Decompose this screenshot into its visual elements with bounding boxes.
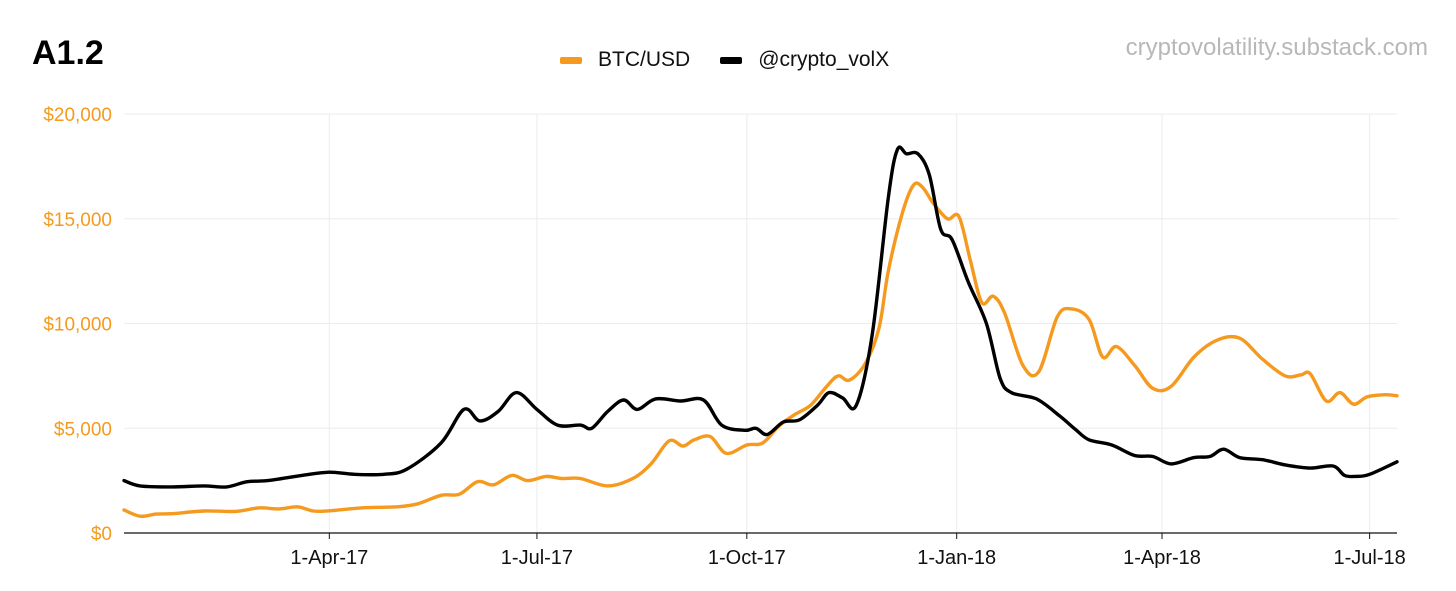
grid-layer — [124, 113, 1397, 533]
chart-title: A1.2 — [32, 34, 104, 72]
y-tick-label: $5,000 — [54, 419, 112, 440]
series-line-btc-usd — [122, 181, 1399, 519]
x-tick-label: 1-Jul-17 — [501, 547, 573, 569]
tick-label-layer: $0 $5,000 $10,000 $15,000 $20,000 1-Apr-17 1-J… — [43, 105, 1405, 569]
legend-label-btc: BTC/USD — [598, 48, 691, 71]
legend-swatch-vol — [720, 56, 743, 64]
x-tick-label: 1-Oct-17 — [708, 547, 786, 569]
series-layer — [122, 145, 1399, 519]
axis-layer — [124, 532, 1397, 539]
legend-label-vol: @crypto_volX — [758, 48, 890, 71]
series-line-crypto-volx — [122, 145, 1399, 489]
y-tick-label: $0 — [91, 524, 112, 545]
legend-item-vol: @crypto_volX — [720, 48, 889, 72]
x-tick-label: 1-Apr-18 — [1123, 547, 1201, 569]
source-watermark: cryptovolatility.substack.com — [1125, 34, 1428, 61]
y-tick-label: $10,000 — [43, 315, 112, 336]
y-tick-label: $20,000 — [43, 105, 112, 126]
y-tick-label: $15,000 — [43, 210, 112, 231]
legend-swatch-btc — [560, 56, 582, 64]
legend-item-btc: BTC/USD — [560, 48, 690, 72]
x-tick-label: 1-Apr-17 — [290, 547, 368, 569]
legend: BTC/USD @crypto_volX — [560, 48, 919, 72]
x-tick-label: 1-Jan-18 — [917, 547, 996, 569]
x-tick-label: 1-Jul-18 — [1333, 547, 1405, 569]
